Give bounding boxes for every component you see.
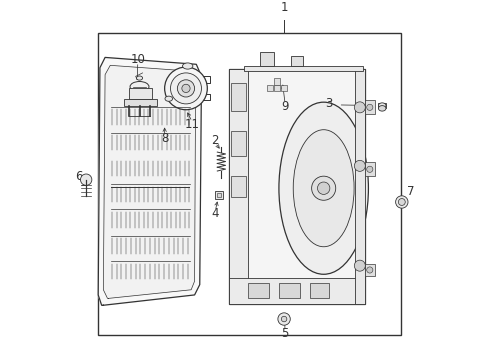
Bar <box>266 85 273 91</box>
Circle shape <box>81 174 92 185</box>
Text: 7: 7 <box>406 185 414 198</box>
Bar <box>98 33 400 334</box>
Text: 4: 4 <box>211 207 219 220</box>
Circle shape <box>366 166 372 172</box>
Text: 2: 2 <box>211 134 219 147</box>
Bar <box>364 100 374 114</box>
Bar <box>217 193 221 197</box>
Bar <box>378 103 385 108</box>
Circle shape <box>170 73 201 104</box>
Circle shape <box>398 199 405 206</box>
Bar <box>290 56 303 66</box>
Circle shape <box>366 267 372 273</box>
Text: 10: 10 <box>130 53 145 66</box>
Circle shape <box>395 196 407 208</box>
Bar <box>278 283 299 298</box>
Polygon shape <box>103 65 195 298</box>
Circle shape <box>164 67 207 110</box>
Bar <box>230 83 246 111</box>
Bar <box>124 99 156 105</box>
Circle shape <box>182 84 190 93</box>
Bar <box>274 85 280 91</box>
Bar <box>244 66 363 71</box>
Text: 3: 3 <box>324 98 332 111</box>
Ellipse shape <box>378 105 385 111</box>
Ellipse shape <box>278 102 367 274</box>
Bar <box>129 89 151 99</box>
Bar <box>364 162 374 176</box>
Ellipse shape <box>378 103 385 108</box>
Ellipse shape <box>182 63 192 69</box>
Bar <box>281 85 286 91</box>
Ellipse shape <box>164 96 172 101</box>
Bar <box>309 283 328 298</box>
Bar <box>228 69 364 303</box>
Bar <box>228 278 364 303</box>
Circle shape <box>366 104 372 111</box>
Bar <box>230 176 246 197</box>
Text: 8: 8 <box>161 132 168 145</box>
Bar <box>228 69 247 303</box>
Bar <box>230 131 246 156</box>
Text: 11: 11 <box>184 118 199 131</box>
Circle shape <box>281 316 286 322</box>
Bar <box>354 69 364 303</box>
Circle shape <box>317 182 329 194</box>
Circle shape <box>311 176 335 200</box>
Bar <box>215 191 223 199</box>
Circle shape <box>277 313 290 325</box>
Bar <box>247 283 268 298</box>
Ellipse shape <box>293 130 353 247</box>
Text: 6: 6 <box>75 170 83 183</box>
Ellipse shape <box>136 76 142 80</box>
Bar <box>260 52 273 66</box>
Text: 9: 9 <box>281 100 288 113</box>
Bar <box>274 78 280 85</box>
Circle shape <box>177 80 194 97</box>
Circle shape <box>354 260 365 271</box>
Ellipse shape <box>130 81 149 92</box>
Text: 5: 5 <box>281 327 288 340</box>
Bar <box>364 264 374 276</box>
Circle shape <box>354 102 365 113</box>
Circle shape <box>354 160 365 171</box>
Text: 1: 1 <box>280 1 287 14</box>
Polygon shape <box>98 57 201 305</box>
